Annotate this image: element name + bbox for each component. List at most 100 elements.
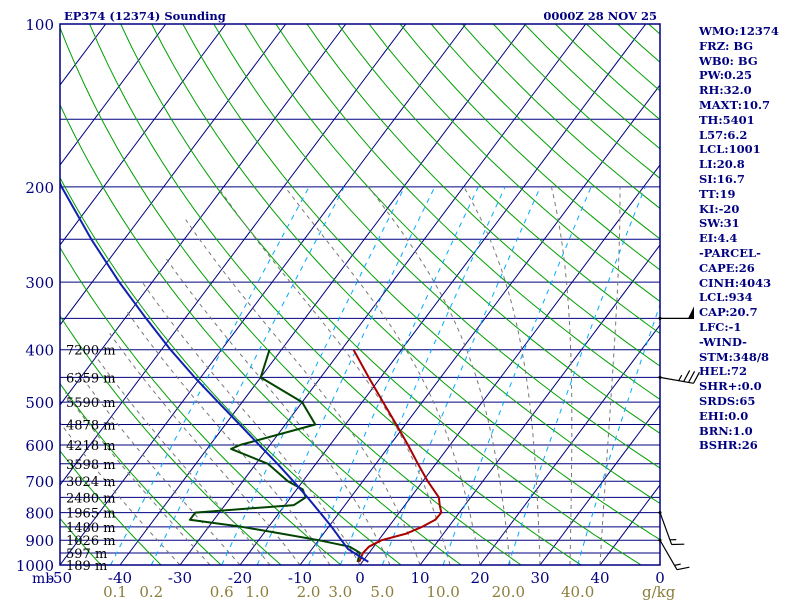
pressure-tick-label: 300 xyxy=(25,274,54,292)
pressure-tick-label: 700 xyxy=(25,473,54,491)
index-item: TT:19 xyxy=(699,186,736,201)
dry-adiabat xyxy=(275,24,660,400)
moist-adiabat xyxy=(217,186,451,565)
index-item: FRZ: BG xyxy=(699,38,754,53)
temperature-axis: -50 -40 -30 -20 -10 0 10 20 30 40 0 xyxy=(48,569,665,587)
index-item: HEL:72 xyxy=(699,364,747,379)
index-item: LFC:-1 xyxy=(699,319,742,334)
isotherm xyxy=(539,404,660,565)
height-label: 7200 m xyxy=(66,344,116,359)
index-item: STM:348/8 xyxy=(699,349,770,364)
height-label: 4218 m xyxy=(66,439,116,454)
sounding-indices-list: WMO:12374 FRZ: BG WB0: BG PW:0.25 RH:32.0 MAX… xyxy=(699,24,779,453)
isotherm xyxy=(179,24,587,565)
temperature-tick-label: 30 xyxy=(530,569,549,587)
sounding-profiles xyxy=(60,180,443,563)
dry-adiabat xyxy=(60,26,522,565)
mixing-ratio-label: 5.0 xyxy=(370,583,394,600)
moist-adiabat xyxy=(164,257,391,565)
wind-barb xyxy=(658,306,694,320)
chart-title-right: 0000Z 28 NOV 25 xyxy=(543,9,657,23)
temperature-tick-label: -50 xyxy=(48,569,72,587)
moist-adiabat xyxy=(64,392,211,565)
dry-adiabat xyxy=(60,517,102,565)
dry-adiabat xyxy=(337,24,660,335)
temperature-tick-label: 10 xyxy=(410,569,429,587)
moist-adiabat xyxy=(599,186,621,565)
moist-adiabat xyxy=(463,186,541,565)
index-item: RH:32.0 xyxy=(699,83,752,98)
isotherm xyxy=(479,324,660,565)
dry-adiabat xyxy=(60,246,342,565)
temperature-profile-line xyxy=(352,349,443,563)
index-item: L57:6.2 xyxy=(699,127,748,142)
height-label: 1965 m xyxy=(66,507,116,522)
pressure-tick-label: 800 xyxy=(25,505,54,523)
mixing-ratio-label: 1.0 xyxy=(245,583,269,600)
index-item: EHI:0.0 xyxy=(699,408,749,423)
dry-adiabat xyxy=(89,24,582,565)
mixing-ratio-label: 20.0 xyxy=(492,583,525,600)
mixing-ratio-label: 0.2 xyxy=(139,583,163,600)
pressure-tick-label: 200 xyxy=(25,179,54,197)
height-label: 1026 m xyxy=(66,534,116,549)
pressure-tick-label: 600 xyxy=(25,437,54,455)
isotherm xyxy=(60,24,287,326)
pressure-axis: 100 200 300 400 500 600 700 800 900 1000 xyxy=(16,16,54,575)
pressure-tick-label: 500 xyxy=(25,394,54,412)
index-item: SI:16.7 xyxy=(699,171,745,186)
pressure-tick-label: 100 xyxy=(25,16,54,34)
temperature-tick-label: 0 xyxy=(655,569,665,587)
index-item: LI:20.8 xyxy=(699,157,745,172)
index-item: MAXT:10.7 xyxy=(699,97,770,112)
isotherm xyxy=(119,24,527,565)
thermo-grid xyxy=(60,24,660,565)
index-item: EI:4.4 xyxy=(699,231,738,246)
temperature-tick-label: -40 xyxy=(108,569,132,587)
index-item: BSHR:26 xyxy=(699,438,758,453)
index-item: LCL:934 xyxy=(699,290,753,305)
height-label: 597 m xyxy=(66,547,107,562)
moist-adiabat xyxy=(284,186,481,565)
index-item: BRN:1.0 xyxy=(699,423,753,438)
pressure-tick-label: 1000 xyxy=(16,557,54,575)
isotherm xyxy=(60,24,347,406)
height-label: 2480 m xyxy=(66,491,116,506)
mixing-ratio-axis: 0.1 0.2 0.6 1.0 2.0 3.0 5.0 10.0 20.0 40.0 xyxy=(103,583,594,600)
height-label: 4878 m xyxy=(66,419,116,434)
mixing-ratio-unit-label: g/kg xyxy=(642,583,676,600)
isotherm xyxy=(359,164,660,565)
index-item: WB0: BG xyxy=(699,53,758,68)
index-item: -WIND- xyxy=(699,334,747,349)
dry-adiabat xyxy=(60,176,402,565)
parcel-profile-line xyxy=(60,180,369,563)
index-item: CAPE:26 xyxy=(699,260,755,275)
dry-adiabat xyxy=(151,24,660,541)
temperature-tick-label: 0 xyxy=(355,569,365,587)
temperature-tick-label: 20 xyxy=(470,569,489,587)
dry-adiabat xyxy=(182,24,660,505)
height-label: 1480 m xyxy=(66,521,116,536)
index-item: -PARCEL- xyxy=(699,245,761,260)
isotherm xyxy=(60,24,227,246)
moist-adiabat xyxy=(60,421,181,565)
index-item: CAP:20.7 xyxy=(699,305,758,320)
mixing-ratio-label: 10.0 xyxy=(426,583,459,600)
index-item: WMO:12374 xyxy=(699,24,779,38)
moist-adiabat xyxy=(141,281,361,565)
pressure-unit-label: mb xyxy=(32,571,54,587)
index-item: TH:5401 xyxy=(699,112,755,127)
temperature-tick-label: -20 xyxy=(228,569,252,587)
mixing-ratio-label: 0.6 xyxy=(210,583,234,600)
isotherm xyxy=(299,84,660,565)
index-item: PW:0.25 xyxy=(699,68,753,83)
plot-frame xyxy=(59,23,661,566)
moist-adiabat xyxy=(107,331,301,565)
index-item: CINH:4043 xyxy=(699,275,772,290)
moist-adiabat xyxy=(126,311,331,565)
height-label: 3598 m xyxy=(66,458,116,473)
dewpoint-profile-line xyxy=(188,349,361,563)
moist-adiabat xyxy=(550,186,573,565)
index-item: SW:31 xyxy=(699,216,740,231)
isotherm xyxy=(239,24,647,565)
